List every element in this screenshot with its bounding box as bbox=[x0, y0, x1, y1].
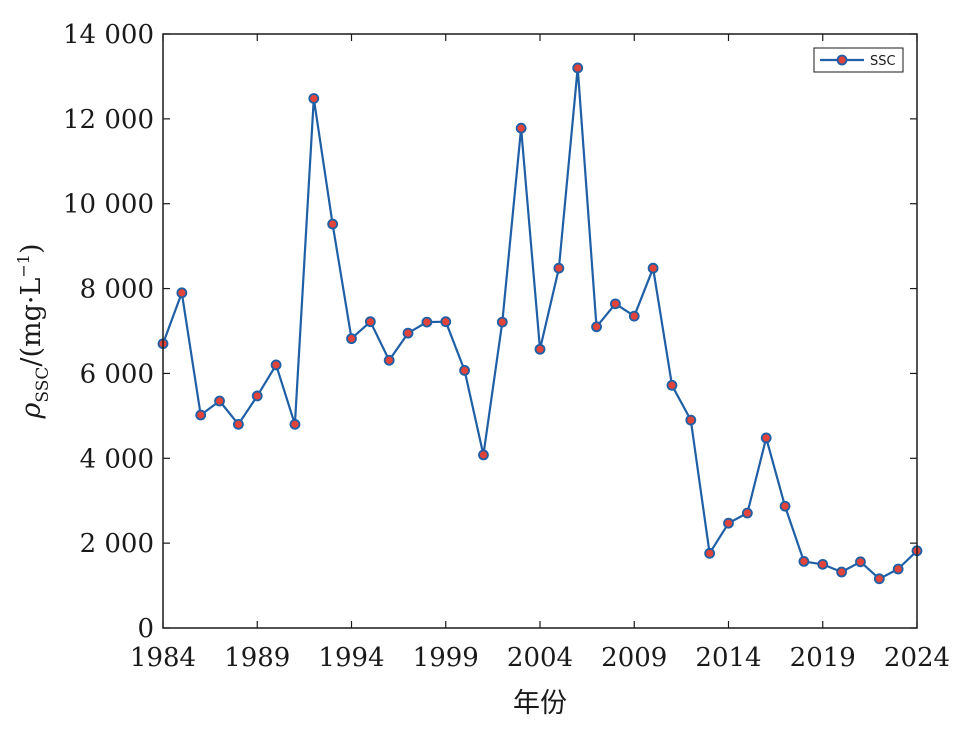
data-point-ssc bbox=[798, 555, 810, 567]
data-point-ssc bbox=[232, 418, 244, 430]
data-point-ssc bbox=[873, 573, 885, 585]
data-point-ssc bbox=[176, 287, 188, 299]
y-tick-label: 10 000 bbox=[63, 190, 154, 220]
data-point-ssc bbox=[628, 310, 640, 322]
data-point-ssc bbox=[421, 316, 433, 328]
y-axis-title: ρSSC/(mg·L−1) bbox=[14, 243, 53, 419]
x-tick-label: 2014 bbox=[695, 643, 761, 673]
x-tick-label: 2024 bbox=[884, 643, 950, 673]
data-point-ssc bbox=[440, 316, 452, 328]
x-tick-label: 1994 bbox=[318, 643, 384, 673]
y-tick-label: 12 000 bbox=[63, 105, 154, 135]
data-point-ssc bbox=[251, 390, 263, 402]
data-point-ssc bbox=[553, 262, 565, 274]
legend: SSC bbox=[813, 47, 904, 73]
data-point-ssc bbox=[534, 343, 546, 355]
data-point-ssc bbox=[459, 365, 471, 376]
data-point-ssc bbox=[289, 418, 301, 430]
y-tick-label: 8 000 bbox=[80, 275, 154, 305]
y-tick-label: 6 000 bbox=[80, 359, 154, 389]
x-tick-label: 2019 bbox=[790, 643, 856, 673]
y-tick-label: 4 000 bbox=[80, 444, 154, 474]
data-point-ssc bbox=[836, 566, 847, 578]
data-point-ssc bbox=[666, 379, 678, 391]
data-point-ssc bbox=[591, 321, 602, 333]
data-point-ssc bbox=[704, 547, 716, 559]
data-point-ssc bbox=[195, 409, 207, 421]
data-point-ssc bbox=[741, 507, 753, 519]
data-point-ssc bbox=[515, 122, 527, 134]
series-layer bbox=[157, 62, 923, 585]
y-axis-symbol: ρ bbox=[16, 403, 47, 420]
data-point-ssc bbox=[779, 500, 791, 512]
legend-marker-swatch bbox=[836, 54, 848, 66]
data-point-ssc bbox=[270, 359, 282, 371]
data-point-ssc bbox=[855, 556, 866, 568]
data-point-ssc bbox=[760, 432, 772, 444]
x-tick-label: 1989 bbox=[224, 643, 290, 673]
data-point-ssc bbox=[572, 62, 584, 74]
x-tick-label: 1984 bbox=[130, 643, 196, 673]
y-axis-subscript: SSC bbox=[33, 367, 53, 403]
data-point-ssc bbox=[308, 93, 320, 104]
x-axis-title: 年份 bbox=[513, 688, 567, 719]
data-point-ssc bbox=[478, 449, 489, 461]
y-axis-unit-open: /(mg·L bbox=[16, 278, 47, 367]
series-line-ssc bbox=[161, 66, 918, 580]
y-axis-unit-sup: −1 bbox=[14, 254, 33, 278]
data-point-ssc bbox=[383, 354, 395, 366]
data-point-ssc bbox=[723, 517, 734, 529]
x-axis-ticks: 1984 1989 1994 1999 2004 2009 2014 2019 2024 bbox=[130, 34, 950, 673]
y-axis-ticks: 0 2 000 4 000 6 000 8 000 10 000 12 000 14 000 bbox=[63, 20, 917, 644]
data-point-ssc bbox=[364, 316, 376, 328]
y-tick-label: 0 bbox=[137, 614, 154, 644]
x-tick-label: 2009 bbox=[601, 643, 667, 673]
legend-entry-ssc: SSC bbox=[870, 54, 896, 69]
data-point-ssc bbox=[610, 298, 621, 310]
x-tick-label: 1999 bbox=[413, 643, 479, 673]
data-point-ssc bbox=[685, 414, 697, 426]
data-point-ssc bbox=[892, 563, 904, 575]
data-point-ssc bbox=[647, 262, 659, 274]
y-axis-unit-close: ) bbox=[16, 243, 47, 254]
data-point-ssc bbox=[496, 316, 508, 328]
data-point-ssc bbox=[402, 327, 414, 339]
x-tick-label: 2004 bbox=[507, 643, 573, 673]
data-point-ssc bbox=[214, 395, 225, 407]
y-tick-label: 2 000 bbox=[80, 529, 154, 559]
y-tick-label: 14 000 bbox=[63, 20, 154, 50]
data-point-ssc bbox=[346, 333, 357, 345]
data-point-ssc bbox=[817, 558, 829, 570]
data-point-ssc bbox=[327, 218, 339, 230]
plot-frame bbox=[162, 33, 918, 629]
